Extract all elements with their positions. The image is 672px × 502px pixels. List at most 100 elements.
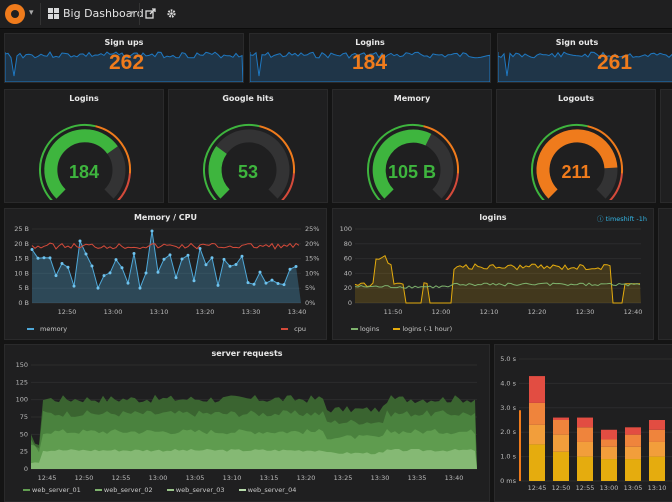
axis-tick-label: 0% (305, 299, 315, 307)
axis-tick-label: 13:40 (288, 308, 307, 316)
memory-point (114, 258, 118, 262)
logins-graph: 100 80 60 40 20 0 11:50 12:00 12:10 12:20 12:30 12:… (340, 225, 643, 316)
memory-point (132, 252, 136, 256)
axis-tick-label: 13:40 (445, 474, 464, 482)
memory-area (32, 231, 301, 303)
memory-point (186, 253, 190, 257)
threshold-red (445, 173, 459, 200)
threshold-green (531, 123, 588, 200)
graph-panel-memory-cpu[interactable]: Memory / CPU 25 B 25% 20 B 20% 15 B 15% 10 B 10… (4, 208, 327, 340)
memory-point (282, 283, 286, 287)
share-icon[interactable] (145, 8, 156, 19)
axis-tick-label: 13:25 (334, 474, 353, 482)
axis-tick-label: 12:50 (58, 308, 77, 316)
memory-point (126, 281, 130, 285)
bar-segment (649, 456, 665, 481)
axis-tick-label: 12:55 (576, 484, 595, 492)
cpu-series (31, 242, 300, 250)
top-navbar: ▾ Big Dashboard ▾ (0, 0, 672, 29)
axis-tick-label: 12:45 (38, 474, 57, 482)
legend-cpu[interactable]: cpu (281, 325, 312, 333)
dashboard-title[interactable]: Big Dashboard (63, 7, 144, 20)
memory-point (216, 283, 220, 287)
legend-label: web_server_01 (32, 486, 81, 494)
bar-segment (601, 429, 617, 440)
stat-value: 261 (597, 51, 633, 74)
memory-point (168, 253, 172, 257)
panel-title: Memory / CPU (133, 213, 198, 222)
axis-tick-label: 5% (305, 284, 315, 292)
graph-panel-response-time[interactable]: 5.0 s 4.0 s 3.0 s 2.0 s 1.0 s 0 ms 12:45 12:50 1… (494, 344, 672, 502)
sparkline (250, 51, 490, 82)
sparkline (498, 51, 672, 82)
axis-tick-label: 12:45 (528, 484, 547, 492)
axis-tick-label: 100 (340, 225, 352, 233)
logins-legend[interactable]: logins logins (-1 hour) (351, 325, 464, 333)
bar-segment (553, 417, 569, 420)
gear-icon[interactable] (166, 8, 177, 19)
memory-point (72, 284, 76, 288)
gauge-panel-logouts[interactable]: Logouts 211 (496, 89, 656, 203)
legend-label: web_server_02 (103, 486, 153, 494)
legend-label: logins (360, 325, 380, 333)
legend-memory[interactable]: memory (27, 325, 73, 333)
singlestat-panel-signouts[interactable]: Sign outs 261 (497, 33, 672, 83)
axis-tick-label: 40 (344, 269, 352, 277)
axis-tick-label: 60 (344, 255, 352, 263)
threshold-orange (423, 125, 460, 174)
bar-segment (529, 376, 545, 403)
series-4-area (31, 449, 477, 469)
memory-point (294, 264, 298, 268)
memory-point (198, 247, 202, 251)
legend-label: web_server_04 (247, 486, 297, 494)
bar-segment (529, 444, 545, 481)
memory-point (288, 267, 292, 271)
logins-prev-area (355, 255, 641, 303)
panel-title: Google hits (222, 94, 274, 103)
graph-panel-server-requests[interactable]: server requests 150 125 100 75 50 25 0 12:45 12:… (4, 344, 490, 502)
threshold-green (39, 123, 96, 200)
memory-point (264, 281, 268, 285)
axis-tick-label: 10 B (14, 269, 29, 277)
memory-point (174, 276, 178, 280)
axis-tick-label: 13:05 (186, 474, 205, 482)
graph-panel-partial (658, 208, 672, 340)
axis-tick-label: 11:50 (384, 308, 403, 316)
dashboard-grid-icon[interactable] (48, 8, 59, 19)
singlestat-panel-signups[interactable]: Sign ups 262 (4, 33, 244, 83)
panel-title: Logouts (557, 94, 595, 103)
axis-tick-label: 5.0 s (500, 355, 516, 363)
gauge-panel-logins[interactable]: Logins 184 (4, 89, 164, 203)
panel-title: server requests (211, 349, 283, 358)
singlestat-panel-logins[interactable]: Logins 184 (249, 33, 491, 83)
logo-caret-icon[interactable]: ▾ (29, 8, 34, 18)
memory-point (66, 265, 70, 269)
axis-tick-label: 13:30 (371, 474, 390, 482)
gauge-value: 105 B (387, 162, 437, 182)
axis-tick-label: 13:15 (260, 474, 279, 482)
bar-segment (625, 459, 641, 481)
gauge-value: 53 (237, 162, 259, 182)
gauge-panel-memory[interactable]: Memory 105 B (332, 89, 492, 203)
logins-series (354, 282, 641, 289)
axis-tick-label: 5 B (18, 284, 29, 292)
memory-point (60, 261, 64, 265)
gauge-panel-google-hits[interactable]: Google hits 53 (168, 89, 328, 203)
server-requests-legend[interactable]: web_server_01 web_server_02 web_server_0… (23, 486, 308, 494)
grafana-logo-icon[interactable] (5, 4, 25, 24)
axis-tick-label: 12:40 (624, 308, 643, 316)
dashboard-title-caret-icon[interactable]: ▾ (129, 9, 134, 19)
gauge-value: 184 (68, 162, 100, 182)
memory-point (138, 286, 142, 290)
divider (139, 3, 140, 25)
timeshift-text: timeshift -1h (605, 215, 647, 223)
bar-segment (577, 417, 593, 428)
axis-tick-label: 125 (16, 378, 28, 386)
graph-panel-logins[interactable]: logins ⓘ timeshift -1h 100 80 60 40 20 0 11:50… (332, 208, 654, 340)
memory-point (108, 271, 112, 275)
gauge-dial (203, 123, 296, 200)
bar-segment (577, 427, 593, 442)
axis-tick-label: 13:10 (223, 474, 242, 482)
axis-tick-label: 1.0 s (500, 453, 516, 461)
bar-segment (625, 434, 641, 447)
